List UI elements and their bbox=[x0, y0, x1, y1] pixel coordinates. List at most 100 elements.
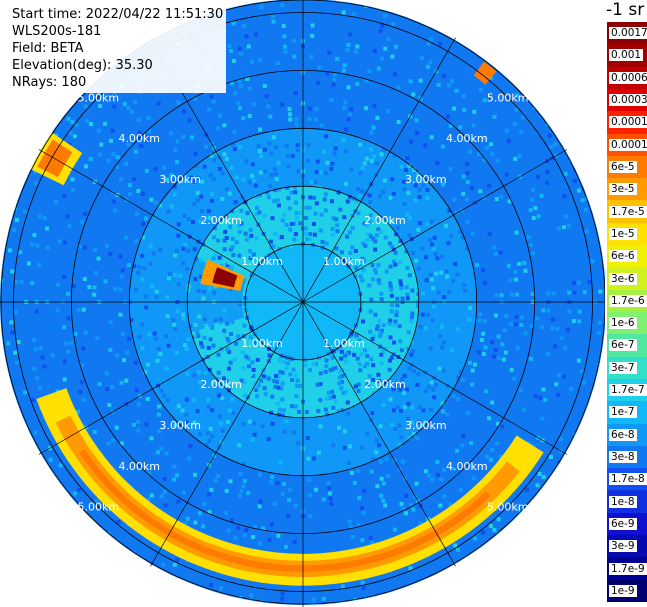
noise-bin bbox=[322, 602, 327, 605]
noise-bin bbox=[254, 194, 259, 199]
noise-bin bbox=[232, 130, 237, 135]
noise-bin bbox=[196, 289, 201, 294]
noise-bin bbox=[565, 327, 570, 332]
noise-bin bbox=[397, 2, 402, 7]
noise-bin bbox=[184, 347, 189, 352]
noise-bin bbox=[71, 521, 76, 526]
noise-bin bbox=[136, 428, 141, 433]
noise-bin bbox=[140, 322, 145, 327]
noise-bin bbox=[571, 131, 576, 136]
noise-bin bbox=[428, 452, 433, 457]
noise-bin bbox=[230, 236, 235, 241]
noise-bin bbox=[205, 431, 210, 436]
noise-bin bbox=[270, 421, 275, 426]
noise-bin bbox=[394, 419, 399, 424]
noise-bin bbox=[62, 274, 67, 279]
noise-bin bbox=[502, 373, 507, 378]
noise-bin bbox=[434, 383, 439, 388]
noise-bin bbox=[214, 321, 219, 326]
noise-bin bbox=[425, 259, 430, 264]
noise-bin bbox=[515, 345, 520, 350]
noise-bin bbox=[247, 235, 252, 240]
noise-bin bbox=[14, 160, 19, 165]
colorbar-tick-label: 0.0017 bbox=[609, 27, 647, 40]
noise-bin bbox=[12, 228, 17, 233]
noise-bin bbox=[425, 282, 430, 287]
noise-bin bbox=[341, 68, 346, 73]
noise-bin bbox=[281, 408, 286, 413]
noise-bin bbox=[255, 205, 260, 210]
noise-bin bbox=[94, 270, 99, 275]
noise-bin bbox=[280, 413, 285, 418]
noise-bin bbox=[152, 331, 157, 336]
noise-bin bbox=[582, 437, 587, 442]
noise-bin bbox=[361, 241, 366, 246]
noise-bin bbox=[282, 429, 287, 434]
noise-bin bbox=[222, 238, 227, 243]
noise-bin bbox=[136, 353, 141, 358]
noise-bin bbox=[120, 268, 125, 273]
noise-bin bbox=[580, 198, 585, 203]
noise-bin bbox=[388, 397, 393, 402]
noise-bin bbox=[426, 64, 431, 69]
noise-bin bbox=[194, 164, 199, 169]
noise-bin bbox=[134, 388, 139, 393]
noise-bin bbox=[457, 177, 462, 182]
noise-bin bbox=[55, 389, 60, 394]
noise-bin bbox=[313, 185, 318, 190]
noise-bin bbox=[409, 339, 414, 344]
noise-bin bbox=[551, 317, 556, 322]
noise-bin bbox=[404, 249, 409, 254]
colorbar-tick-label: 0.001 bbox=[609, 49, 644, 62]
noise-bin bbox=[150, 278, 155, 283]
noise-bin bbox=[491, 171, 496, 176]
noise-bin bbox=[218, 586, 223, 591]
noise-bin bbox=[568, 418, 573, 423]
noise-bin bbox=[455, 547, 460, 552]
noise-bin bbox=[393, 44, 398, 49]
noise-bin bbox=[247, 114, 252, 119]
noise-bin bbox=[490, 259, 495, 264]
noise-bin bbox=[383, 13, 388, 18]
noise-bin bbox=[244, 528, 249, 533]
noise-bin bbox=[46, 326, 51, 331]
noise-bin bbox=[211, 99, 216, 104]
noise-bin bbox=[461, 191, 466, 196]
noise-bin bbox=[573, 432, 578, 437]
noise-bin bbox=[391, 340, 396, 345]
noise-bin bbox=[264, 375, 269, 380]
noise-bin bbox=[207, 107, 212, 112]
noise-bin bbox=[217, 255, 222, 260]
noise-bin bbox=[223, 229, 228, 234]
noise-bin bbox=[176, 282, 181, 287]
noise-bin bbox=[44, 226, 49, 231]
noise-bin bbox=[166, 343, 171, 348]
noise-bin bbox=[533, 509, 538, 514]
noise-bin bbox=[379, 291, 384, 296]
noise-bin bbox=[202, 313, 207, 318]
noise-bin bbox=[226, 339, 231, 344]
noise-bin bbox=[271, 135, 276, 140]
noise-bin bbox=[485, 46, 490, 51]
noise-bin bbox=[66, 185, 71, 190]
noise-bin bbox=[37, 385, 42, 390]
noise-bin bbox=[192, 201, 197, 206]
noise-bin bbox=[402, 194, 407, 199]
noise-bin bbox=[445, 420, 450, 425]
noise-bin bbox=[354, 364, 359, 369]
noise-bin bbox=[185, 333, 190, 338]
noise-bin bbox=[220, 396, 225, 401]
noise-bin bbox=[375, 115, 380, 120]
noise-bin bbox=[132, 264, 137, 269]
noise-bin bbox=[462, 288, 467, 293]
noise-bin bbox=[6, 341, 11, 346]
noise-bin bbox=[407, 164, 412, 169]
noise-bin bbox=[26, 261, 31, 266]
noise-bin bbox=[92, 307, 97, 312]
noise-bin bbox=[429, 380, 434, 385]
noise-bin bbox=[289, 190, 294, 195]
noise-bin bbox=[224, 194, 229, 199]
noise-bin bbox=[223, 370, 228, 375]
noise-bin bbox=[281, 481, 286, 486]
noise-bin bbox=[349, 107, 354, 112]
